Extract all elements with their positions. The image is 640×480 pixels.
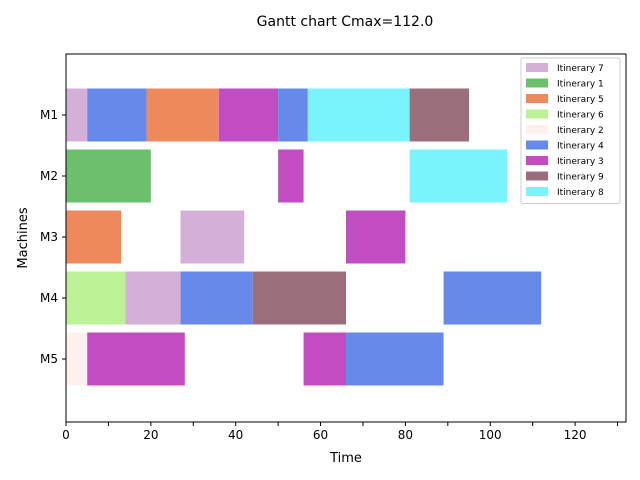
legend-label-itinerary-2: Itinerary 2 [557,126,604,136]
legend-swatch-itinerary-1 [526,78,548,88]
x-tick-label: 0 [62,428,70,442]
task-bar-m3-itinerary-3 [346,210,406,264]
x-tick-label: 40 [228,428,243,442]
x-tick-label: 20 [143,428,158,442]
plot-frame [65,53,627,423]
legend-swatch-itinerary-2 [526,125,548,134]
task-bar-m5-itinerary-3 [87,332,185,386]
x-axis-label: Time [329,451,362,466]
x-tick-label: 120 [564,428,587,442]
task-bar-m1-itinerary-8 [307,88,410,142]
legend-label-itinerary-6: Itinerary 6 [557,111,604,121]
legend-label-itinerary-1: Itinerary 1 [557,80,604,90]
y-tick-label-m5: M5 [40,352,58,366]
legend-label-itinerary-4: Itinerary 4 [557,142,604,152]
legend-swatch-itinerary-7 [526,63,548,72]
y-tick-label-m1: M1 [40,108,58,122]
task-bar-m1-itinerary-9 [409,88,470,142]
task-bar-m2-itinerary-8 [409,149,508,203]
task-bar-m2-itinerary-3 [278,149,304,203]
legend-label-itinerary-5: Itinerary 5 [557,95,604,105]
task-bar-m4-itinerary-4 [443,271,542,325]
task-bar-m1-itinerary-4 [87,88,147,142]
task-bar-m2-itinerary-1 [66,149,151,203]
task-bar-m1-itinerary-4 [278,88,308,142]
y-axis-ticks: M1 M2 M3 M4 M5 [40,108,66,366]
task-bar-m3-itinerary-5 [66,210,122,264]
legend-swatch-itinerary-4 [526,140,548,150]
chart-title: Gantt chart Cmax=112.0 [257,14,434,30]
task-bar-m1-itinerary-3 [218,88,279,142]
y-tick-label-m2: M2 [40,169,58,183]
y-axis-label: Machines [16,207,31,268]
task-bar-m4-itinerary-4 [180,271,253,325]
task-bar-m5-itinerary-3 [303,332,346,386]
task-bar-m5-itinerary-2 [66,332,88,386]
legend: Itinerary 7 Itinerary 1 Itinerary 5 Itinera… [520,57,621,204]
x-tick-label: 60 [313,428,328,442]
legend-swatch-itinerary-8 [526,187,548,196]
legend-label-itinerary-8: Itinerary 8 [557,188,604,198]
x-tick-label: 100 [479,428,502,442]
x-axis-ticks: 0 20 40 60 80 100 120 [62,422,619,442]
task-bar-m3-itinerary-7 [180,210,245,264]
legend-swatch-itinerary-9 [526,171,548,181]
x-tick-label: 80 [398,428,413,442]
legend-label-itinerary-7: Itinerary 7 [557,64,604,74]
y-tick-label-m3: M3 [40,230,58,244]
task-bar-m4-itinerary-7 [125,271,181,325]
task-bar-m4-itinerary-9 [252,271,346,325]
task-bar-m5-itinerary-4 [346,332,444,386]
legend-swatch-itinerary-5 [526,94,548,103]
task-bar-m4-itinerary-6 [66,271,126,325]
legend-label-itinerary-3: Itinerary 3 [557,157,604,167]
legend-label-itinerary-9: Itinerary 9 [557,173,604,183]
legend-swatch-itinerary-6 [526,109,548,119]
task-bar-m1-itinerary-5 [146,88,219,142]
legend-swatch-itinerary-3 [526,156,548,165]
y-tick-label-m4: M4 [40,291,58,305]
task-bar-m1-itinerary-7 [66,88,88,142]
task-bars [66,88,542,386]
